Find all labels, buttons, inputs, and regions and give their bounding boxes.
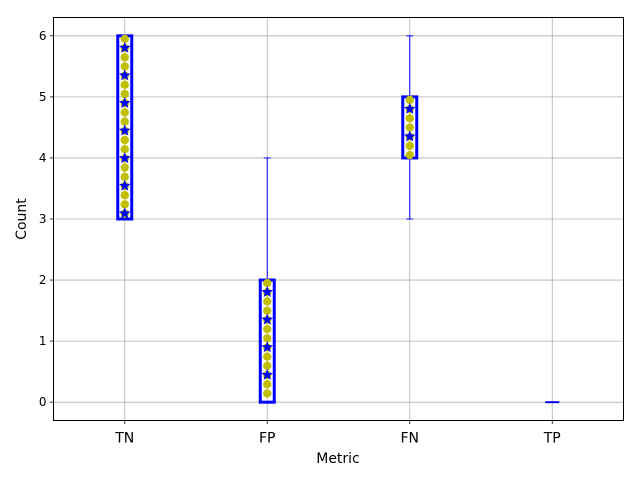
box-fill-marker	[120, 135, 129, 145]
x-tick-label: FN	[400, 431, 419, 447]
box-star-marker	[118, 152, 131, 164]
box-fill-marker	[120, 34, 129, 44]
box-fill-marker	[263, 306, 272, 315]
box-star-marker	[118, 41, 131, 53]
box-fill-marker	[120, 80, 129, 90]
box-fill-marker	[120, 53, 129, 62]
box-fill-marker	[405, 95, 414, 105]
box-fill-marker	[120, 163, 129, 172]
box-series	[116, 34, 560, 404]
box-fill-marker	[263, 278, 272, 288]
y-axis-ticks: 0 1 2 3 4 5 6	[39, 29, 54, 409]
box-star-marker	[118, 96, 131, 109]
box-fill-marker	[120, 108, 129, 117]
box-fill-marker	[263, 352, 272, 361]
box-fill-marker	[405, 114, 414, 123]
box-star-marker	[261, 368, 274, 380]
grid-lines	[53, 17, 624, 421]
y-tick-label: 6	[39, 29, 47, 43]
x-tick-label: TN	[114, 431, 134, 447]
box-fill-marker	[263, 324, 272, 334]
box-fill-marker	[120, 145, 129, 154]
box-fill-marker	[263, 297, 272, 306]
y-tick-label: 2	[39, 273, 47, 287]
box-star-marker	[118, 69, 131, 81]
box-fill-marker	[120, 117, 129, 126]
box-fill-marker	[263, 389, 272, 398]
box-star-marker	[261, 285, 274, 298]
x-tick-label: TP	[543, 431, 561, 447]
box-fill-marker	[120, 89, 129, 99]
y-tick-label: 0	[39, 395, 47, 409]
box-fill-marker	[120, 191, 129, 200]
y-tick-label: 3	[39, 212, 47, 226]
box-star-marker	[261, 341, 274, 353]
box-fill-marker	[263, 380, 272, 389]
box-star-marker	[403, 102, 416, 114]
box-star-marker	[118, 124, 131, 136]
box-fill-marker	[263, 361, 272, 371]
box-fill-marker	[120, 62, 129, 71]
box-star-marker	[403, 130, 416, 142]
box-fill-marker	[405, 150, 414, 160]
box-star-marker	[118, 179, 131, 191]
x-axis-label: Metric	[316, 451, 360, 467]
x-tick-label: FP	[259, 431, 276, 447]
box-fill-marker	[120, 172, 129, 182]
box-fill-marker	[263, 334, 272, 343]
box-fill-marker	[405, 123, 414, 132]
box-star-marker	[261, 313, 274, 325]
box-star-marker	[118, 207, 131, 219]
y-tick-label: 1	[39, 334, 47, 348]
y-axis-label: Count	[14, 198, 30, 240]
y-tick-label: 5	[39, 90, 47, 104]
x-axis-ticks: TN FP FN TP	[114, 420, 561, 447]
box-fill-marker	[120, 200, 129, 209]
y-tick-label: 4	[39, 151, 47, 165]
box-fill-marker	[405, 141, 414, 151]
